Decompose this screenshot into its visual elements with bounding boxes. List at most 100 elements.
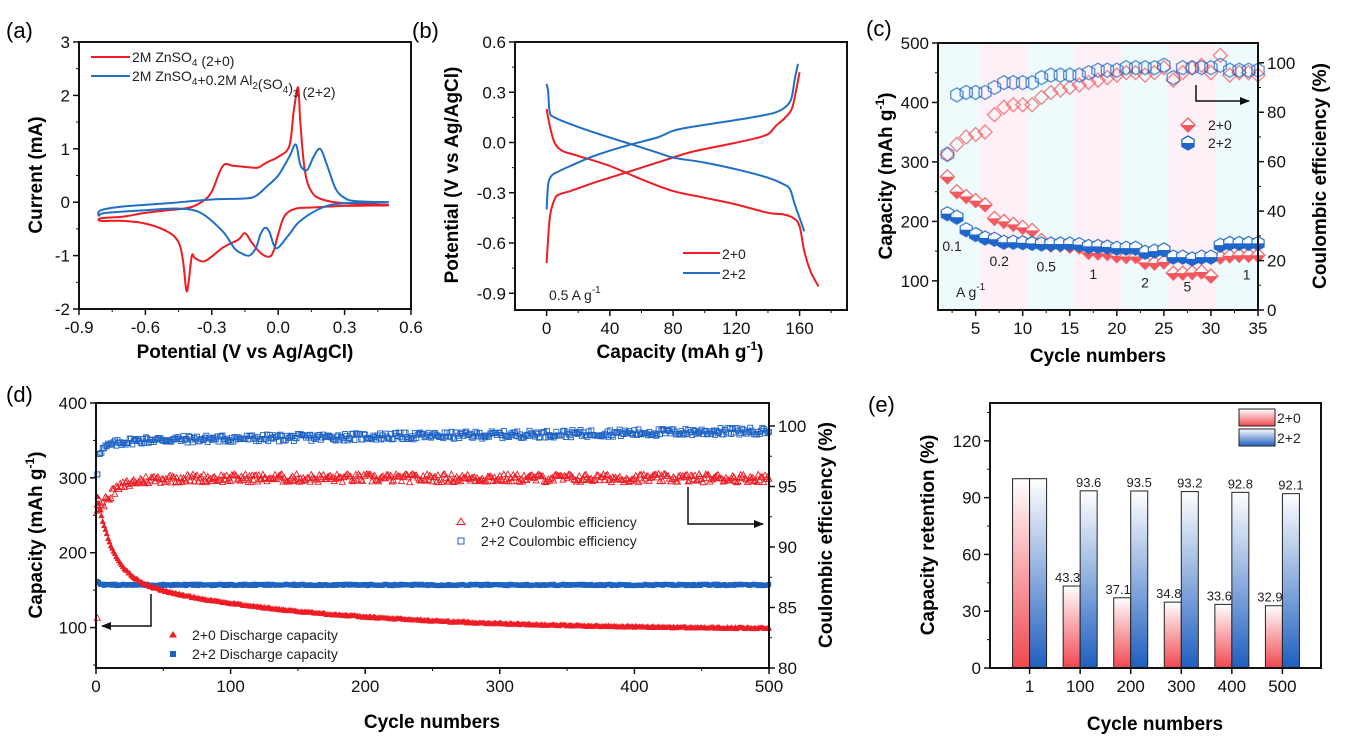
capacity-marker-2plus2 xyxy=(1204,249,1218,265)
panel-c-xlabel: Cycle numbers xyxy=(1030,346,1166,367)
ce-point xyxy=(139,478,147,486)
ce-point xyxy=(98,498,107,506)
left-y-tick-label: 300 xyxy=(901,153,929,172)
panel-e-plot: 143.393.610037.193.520034.893.230033.692… xyxy=(953,402,1322,696)
panel-c-y2label: Coulombic efficiency (%) xyxy=(1310,63,1331,289)
ce-point xyxy=(193,471,201,479)
ce-marker-2plus2 xyxy=(978,84,992,101)
ce-point xyxy=(264,474,273,482)
ce-point xyxy=(1166,69,1181,86)
ce-point xyxy=(1025,74,1039,91)
ce-point xyxy=(539,472,547,480)
ce-point xyxy=(552,470,561,478)
capacity-point xyxy=(103,530,110,537)
ce-marker-2plus0 xyxy=(1165,72,1182,89)
ce-point xyxy=(504,470,512,477)
bar-2plus2-cycle-400 xyxy=(1231,491,1250,669)
bar-value-label: 93.5 xyxy=(1127,475,1152,490)
ce-marker-2plus2 xyxy=(1213,57,1228,74)
ce-point xyxy=(607,478,616,485)
ce-marker-2plus2 xyxy=(1072,67,1086,83)
ce-point xyxy=(101,492,110,500)
ce-point xyxy=(629,475,637,483)
panel-e-xlabel: Cycle numbers xyxy=(1087,714,1223,735)
text-part: 2M ZnSO xyxy=(132,68,192,84)
ce-point xyxy=(948,136,965,153)
x-tick-label: 160 xyxy=(785,319,813,338)
ce-point xyxy=(173,473,181,481)
left-y-tick-label: 400 xyxy=(901,93,929,112)
ce-marker-2plus2 xyxy=(1232,62,1246,79)
panel-c-plot: 0.10.2 0.5 12 51A g-12+02+25 10 15 20 25 30 35100… xyxy=(901,34,1296,338)
ce-point xyxy=(601,475,609,483)
charge-curve-2plus2 xyxy=(545,63,799,210)
ce-point xyxy=(687,471,695,479)
panel-d-ylabel: Capacity (mAh g-1) xyxy=(23,452,47,619)
legend-label: 2+0 Coulombic efficiency xyxy=(481,514,637,530)
ce-point xyxy=(764,429,771,436)
ce-point xyxy=(178,477,186,485)
left-y-tick-label: 200 xyxy=(59,544,87,563)
x-tick-label: 400 xyxy=(620,677,648,696)
plot-frame xyxy=(937,42,1259,311)
rate-label: 1 xyxy=(1243,267,1251,283)
arrow-right-icon xyxy=(687,487,764,528)
bar-2plus0-cycle-400 xyxy=(1214,603,1233,669)
plot-frame xyxy=(514,41,848,311)
panel-label-c: (c) xyxy=(866,16,892,41)
ce-point xyxy=(370,471,379,479)
left-y-tick-label: 400 xyxy=(59,394,87,413)
bar-2plus0-cycle-300 xyxy=(1163,601,1182,669)
ce-point xyxy=(732,478,741,486)
left-y-tick-label: -0.9 xyxy=(477,284,506,303)
x-tick-label: 120 xyxy=(722,319,750,338)
capacity-point-fill xyxy=(959,196,974,204)
ce-point xyxy=(711,472,719,480)
right-y-tick-label: 100 xyxy=(778,417,806,436)
ce-point xyxy=(743,478,752,486)
ce-point xyxy=(422,476,430,484)
ce-point xyxy=(572,477,581,485)
ce-point xyxy=(486,472,495,480)
x-tick-label: 80 xyxy=(664,319,683,338)
ce-point xyxy=(219,432,226,439)
left-y-tick-label: 90 xyxy=(962,489,981,508)
bar-value-label: 33.6 xyxy=(1207,588,1232,603)
cv-curve-2plus0 xyxy=(97,86,389,293)
x-tick-label: 200 xyxy=(1117,677,1145,696)
panel-label-e: (e) xyxy=(868,392,895,417)
ce-marker-2plus2 xyxy=(1044,67,1058,83)
left-y-tick-label: 200 xyxy=(901,212,929,231)
ce-point xyxy=(508,477,516,485)
ce-point xyxy=(958,128,975,145)
rate-unit-label: A g-1 xyxy=(956,282,986,300)
ce-marker-2plus2 xyxy=(1128,59,1143,76)
bar-value-label: 93.6 xyxy=(1076,475,1101,490)
ce-point xyxy=(730,473,738,481)
ce-point xyxy=(475,476,484,484)
ce-point xyxy=(514,477,523,484)
ce-point xyxy=(401,470,410,477)
ce-point xyxy=(1157,57,1171,74)
ce-point xyxy=(319,470,328,478)
left-y-tick-label: -2 xyxy=(55,300,70,319)
ce-point xyxy=(995,99,1012,116)
bar-2plus2-cycle-200 xyxy=(1130,490,1149,669)
ce-marker-2plus2 xyxy=(1119,59,1133,76)
ce-point xyxy=(720,476,729,484)
ce-marker-2plus2 xyxy=(968,84,983,101)
ce-point xyxy=(1052,81,1069,98)
right-y-tick-label: 20 xyxy=(1267,252,1286,271)
x-tick-label: 10 xyxy=(1013,319,1032,338)
ce-marker-2plus2 xyxy=(1138,59,1152,76)
ce-point xyxy=(388,477,396,485)
capacity-point-fill xyxy=(1204,257,1217,265)
bar-2plus2-cycle-300 xyxy=(1180,491,1199,669)
rate-label: 2 xyxy=(1141,274,1149,290)
x-tick-label: 100 xyxy=(1066,677,1094,696)
panel-c-rate-performance: (c) 0.10.2 0.5 12 51A g-12+02+25 10 15 20 25 30 3… xyxy=(866,16,1331,367)
panel-e-capacity-retention: (e) 143.393.610037.193.520034.893.230033… xyxy=(868,392,1322,735)
ce-marker-2plus0 xyxy=(1212,47,1229,64)
capacity-point-fill xyxy=(1147,263,1162,271)
bar-2plus0-cycle-100 xyxy=(1062,585,1081,669)
